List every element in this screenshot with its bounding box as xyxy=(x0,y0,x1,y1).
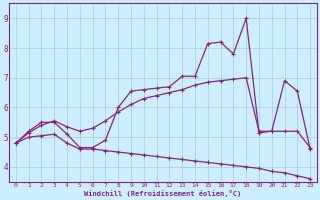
X-axis label: Windchill (Refroidissement éolien,°C): Windchill (Refroidissement éolien,°C) xyxy=(84,190,242,197)
